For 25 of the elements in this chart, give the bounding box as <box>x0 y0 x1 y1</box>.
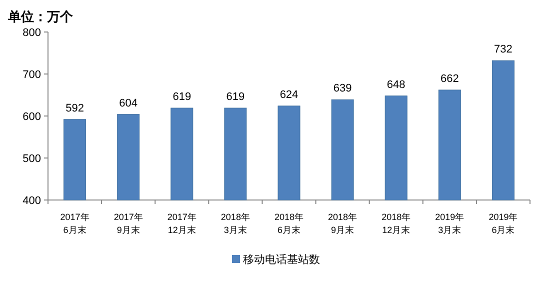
x-tick-label: 2019年 3月末 <box>435 212 464 235</box>
y-tick-label: 500 <box>22 153 41 165</box>
y-tick-label: 700 <box>22 69 41 81</box>
x-tick-label: 2018年 6月末 <box>274 212 304 235</box>
x-tick-label: 2018年 3月末 <box>220 212 250 235</box>
y-axis-title: 单位：万个 <box>7 9 74 24</box>
x-tick-label: 2018年 9月末 <box>328 212 358 235</box>
y-tick-label: 400 <box>22 195 41 207</box>
data-label: 619 <box>226 91 245 104</box>
x-tick-label: 2017年 6月末 <box>60 212 90 235</box>
data-label: 619 <box>172 91 192 104</box>
x-tick-label: 2018年 12月末 <box>382 212 411 235</box>
data-label: 592 <box>66 102 84 114</box>
data-label: 624 <box>280 88 298 101</box>
x-tick-label: 2019年 6月末 <box>488 212 518 235</box>
x-tick-label: 2017年 9月末 <box>114 212 143 235</box>
y-tick-label: 600 <box>22 111 41 123</box>
y-tick-label: 800 <box>22 27 41 39</box>
data-label: 648 <box>386 78 406 91</box>
x-tick-label: 2017年 12月末 <box>167 212 196 235</box>
legend-label: 移动电话基站数 <box>243 253 320 266</box>
data-label: 662 <box>440 72 459 85</box>
data-label: 639 <box>333 82 352 95</box>
data-label: 604 <box>119 97 138 110</box>
data-label: 732 <box>494 44 512 56</box>
